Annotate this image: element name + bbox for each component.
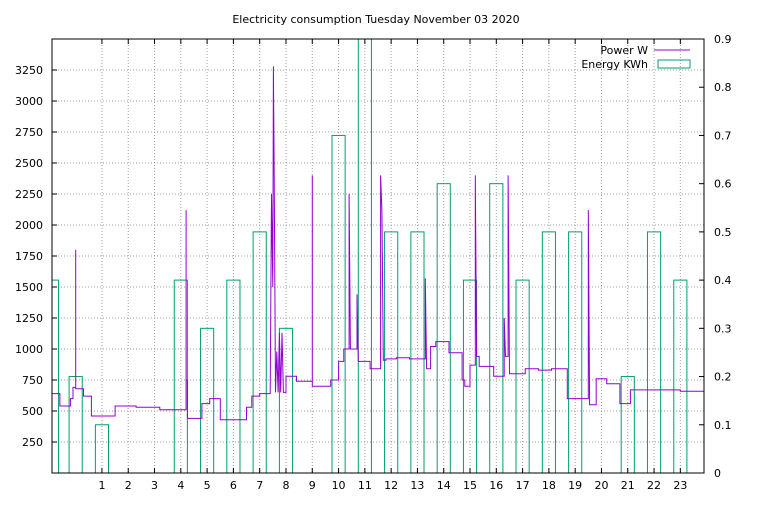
y-left-tick-label: 2750 <box>15 126 43 139</box>
legend: Power W Energy KWh <box>581 44 691 71</box>
x-tick-label: 1 <box>98 479 105 492</box>
x-tick-label: 21 <box>621 479 635 492</box>
x-tick-label: 22 <box>647 479 661 492</box>
energy-bar <box>541 231 556 474</box>
energy-bar <box>410 231 425 474</box>
x-tick-label: 6 <box>230 479 237 492</box>
x-tick-label: 20 <box>594 479 608 492</box>
y-right-tick-label: 0.6 <box>714 178 732 191</box>
chart-title: Electricity consumption Tuesday November… <box>232 13 519 26</box>
power-line-layer <box>52 66 704 421</box>
x-tick-label: 16 <box>489 479 503 492</box>
y-left-tick-label: 3000 <box>15 95 43 108</box>
x-tick-label: 7 <box>256 479 263 492</box>
plot-frame <box>51 38 705 474</box>
y-left-tick-label: 2250 <box>15 188 43 201</box>
y-left-tick-label: 3250 <box>15 64 43 77</box>
y-left-tick-label: 2500 <box>15 157 43 170</box>
y-right-tick-label: 0 <box>714 467 721 480</box>
x-tick-label: 11 <box>358 479 372 492</box>
x-tick-label: 23 <box>673 479 687 492</box>
y-right-tick-label: 0.8 <box>714 81 732 94</box>
y-left-tick-label: 1750 <box>15 250 43 263</box>
energy-bar <box>384 231 399 474</box>
x-tick-label: 15 <box>463 479 477 492</box>
energy-bar <box>51 279 60 474</box>
x-tick-label: 5 <box>204 479 211 492</box>
x-tick-label: 14 <box>437 479 451 492</box>
y-left-tick-label: 750 <box>22 374 43 387</box>
legend-label-power: Power W <box>600 44 648 57</box>
axes-layer: 1 2 3 4 5 6 7 8 9 10 11 12 13 14 15 16 17 18 19 20 21 22 23250… <box>15 33 732 492</box>
y-right-tick-label: 0.7 <box>714 129 732 142</box>
y-left-tick-label: 2000 <box>15 219 43 232</box>
x-tick-label: 12 <box>384 479 398 492</box>
grid-layer <box>52 39 704 473</box>
x-tick-label: 19 <box>568 479 582 492</box>
x-tick-label: 18 <box>542 479 556 492</box>
x-tick-label: 17 <box>516 479 530 492</box>
energy-bars-layer <box>51 38 688 474</box>
energy-bar <box>646 231 662 474</box>
x-tick-label: 9 <box>309 479 316 492</box>
x-tick-label: 4 <box>177 479 184 492</box>
y-left-tick-label: 250 <box>22 436 43 449</box>
energy-bar <box>620 376 635 474</box>
x-tick-label: 8 <box>282 479 289 492</box>
y-right-tick-label: 0.9 <box>714 33 732 46</box>
energy-bar <box>252 231 267 474</box>
x-tick-label: 3 <box>151 479 158 492</box>
y-left-tick-label: 1000 <box>15 343 43 356</box>
y-left-tick-label: 1250 <box>15 312 43 325</box>
y-right-tick-label: 0.3 <box>714 322 732 335</box>
legend-label-energy: Energy KWh <box>581 58 648 71</box>
energy-bar <box>68 376 83 474</box>
y-right-tick-label: 0.4 <box>714 274 732 287</box>
y-left-tick-label: 1500 <box>15 281 43 294</box>
y-right-tick-label: 0.5 <box>714 226 732 239</box>
y-right-tick-label: 0.2 <box>714 371 732 384</box>
x-tick-label: 10 <box>332 479 346 492</box>
legend-swatch-energy <box>657 59 691 69</box>
energy-bar <box>200 327 215 474</box>
energy-bar <box>568 231 583 474</box>
x-tick-label: 2 <box>125 479 132 492</box>
power-line <box>52 66 704 421</box>
y-left-tick-label: 500 <box>22 405 43 418</box>
y-right-tick-label: 0.1 <box>714 419 732 432</box>
x-tick-label: 13 <box>410 479 424 492</box>
